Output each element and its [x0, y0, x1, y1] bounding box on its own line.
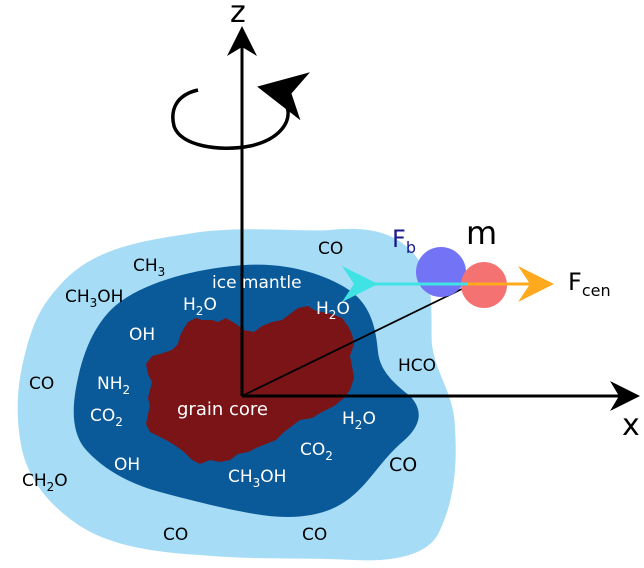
molecule-h2o-top-left: H2O — [183, 295, 217, 318]
molecule-hco: HCO — [398, 356, 436, 376]
molecule-ch3oh-mantle: CH3OH — [228, 467, 286, 490]
blue-particle — [416, 247, 466, 297]
molecule-h2o-top-right: H2O — [316, 299, 350, 322]
ice-mantle-label: ice mantle — [212, 273, 302, 293]
grain-core-label: grain core — [177, 399, 268, 420]
molecule-ch3: CH3 — [133, 256, 165, 279]
rotation-arrow-icon — [171, 72, 310, 150]
molecule-co-top: CO — [318, 239, 343, 259]
z-axis-label: z — [230, 0, 246, 30]
molecule-co2-left: CO2 — [90, 406, 123, 429]
molecule-oh-bottom: OH — [114, 455, 140, 475]
molecule-co2-bottom: CO2 — [300, 440, 333, 463]
molecule-ch2o: CH2O — [22, 471, 68, 494]
molecule-co-right: CO — [389, 454, 417, 476]
grain-core — [146, 306, 354, 464]
f-cen-label: Fcen — [568, 268, 611, 300]
molecule-nh2: NH2 — [97, 374, 130, 397]
molecule-co-left: CO — [29, 374, 54, 394]
mass-label: m — [466, 214, 497, 252]
radius-line — [241, 285, 469, 397]
molecule-ch3oh-outer: CH3OH — [65, 287, 123, 310]
molecule-h2o-right: H2O — [342, 409, 376, 432]
molecule-co-bottom-right: CO — [302, 525, 327, 545]
molecule-co-bottom-left: CO — [163, 525, 188, 545]
molecule-oh-top: OH — [129, 325, 155, 345]
x-axis-label: x — [622, 408, 640, 443]
f-b-label: Fb — [392, 225, 416, 257]
